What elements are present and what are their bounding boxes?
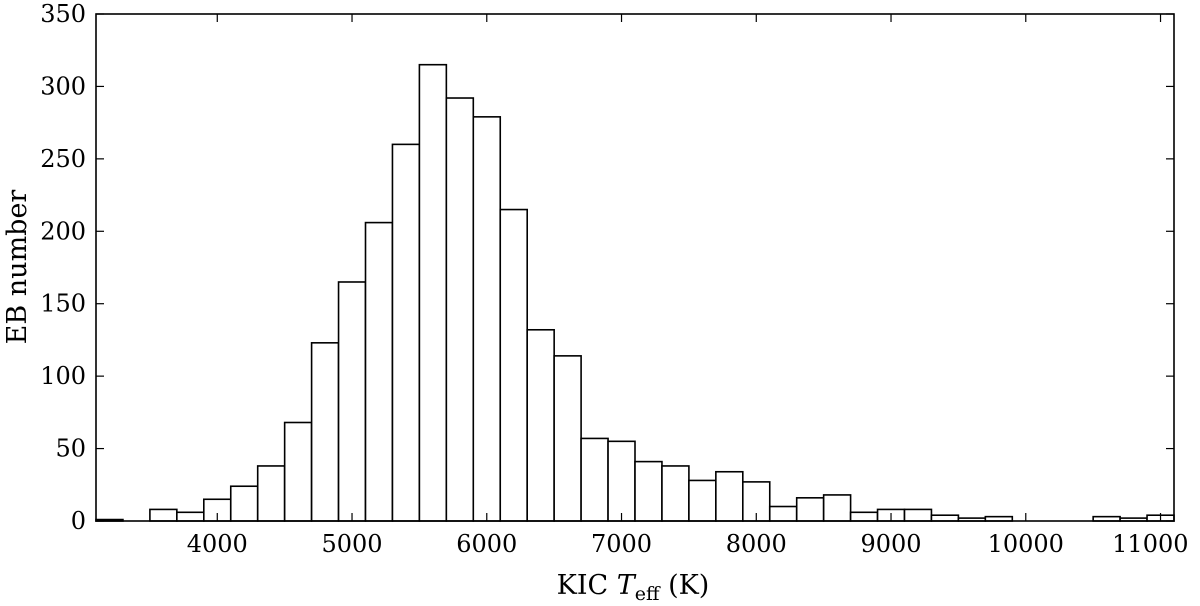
x-tick-label: 5000 xyxy=(321,530,382,558)
x-tick-label: 8000 xyxy=(726,530,787,558)
y-tick-label: 300 xyxy=(40,72,86,100)
histogram-bar xyxy=(661,465,690,522)
histogram-bar xyxy=(364,221,394,522)
histogram-bar xyxy=(283,421,313,522)
x-tick-label: 4000 xyxy=(187,530,248,558)
histogram-bar xyxy=(795,497,825,522)
x-axis-label-symbol: T xyxy=(617,570,637,601)
histogram-bar xyxy=(634,460,663,522)
histogram-bar xyxy=(822,494,852,522)
bars-group xyxy=(95,63,1175,522)
y-tick-label: 350 xyxy=(40,0,86,28)
y-tick-label: 250 xyxy=(40,145,86,173)
x-tick-label: 11000 xyxy=(1112,530,1188,558)
x-tick-label: 10000 xyxy=(988,530,1064,558)
histogram-bar xyxy=(176,511,205,522)
histogram-bar xyxy=(337,281,367,522)
histogram-bar xyxy=(715,470,744,522)
x-tick-label: 9000 xyxy=(860,530,921,558)
histogram-bar xyxy=(472,116,502,522)
histogram-bar xyxy=(553,355,582,522)
histogram-bar xyxy=(849,511,879,522)
x-axis-label-prefix: KIC xyxy=(557,570,617,601)
histogram-bar xyxy=(418,63,448,522)
x-ticks-group: 4000 5000 6000 7000 8000 9000 10000 11000 xyxy=(187,14,1189,558)
histogram-bar xyxy=(256,465,286,522)
histogram-bar xyxy=(445,97,475,522)
histogram-bar xyxy=(310,342,340,522)
histogram-bar xyxy=(580,437,609,522)
histogram-bar xyxy=(526,328,555,522)
histogram-bar xyxy=(688,479,717,522)
y-tick-label: 100 xyxy=(40,362,86,390)
y-tick-label: 0 xyxy=(71,507,86,535)
histogram-bar xyxy=(149,508,178,522)
y-tick-label: 200 xyxy=(40,217,86,245)
y-tick-label: 50 xyxy=(55,435,86,463)
x-axis-label-subscript: eff xyxy=(635,583,661,605)
plot-frame xyxy=(95,13,1175,522)
histogram-bar xyxy=(391,143,421,522)
histogram-bar xyxy=(229,485,259,522)
y-axis-label: EB number xyxy=(2,190,33,345)
histogram-bar xyxy=(903,508,933,522)
x-axis-label: KIC Teff (K) xyxy=(557,570,710,605)
histogram-bar xyxy=(607,440,636,522)
x-axis-label-suffix: (K) xyxy=(660,570,710,601)
histogram-bar xyxy=(499,208,529,522)
x-tick-label: 7000 xyxy=(591,530,652,558)
histogram-bar xyxy=(930,514,960,522)
histogram-bar xyxy=(768,505,798,522)
y-tick-label: 150 xyxy=(40,290,86,318)
y-ticks-group: 0 50 100 150 200 250 300 350 xyxy=(40,0,1174,535)
x-tick-label: 6000 xyxy=(456,530,517,558)
